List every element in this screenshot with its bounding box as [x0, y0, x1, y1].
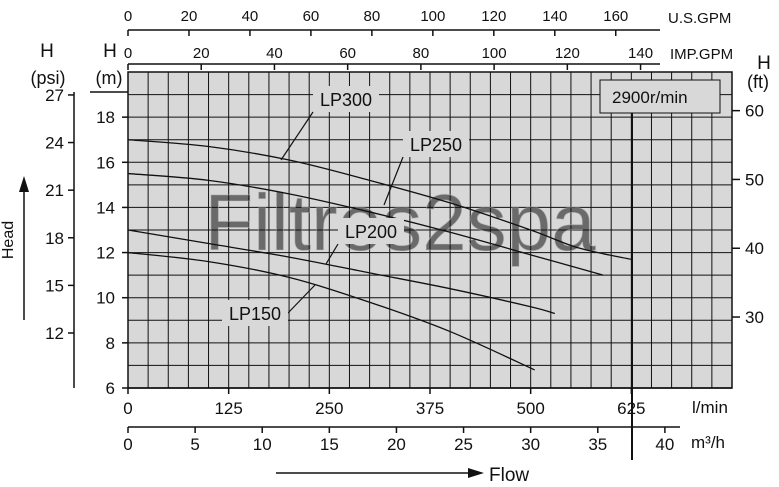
m3h-tick-label: 35 — [588, 435, 607, 454]
series-line-lp250 — [127, 172, 604, 276]
usgpm-tick-label: 120 — [481, 8, 506, 25]
psi-tick-label: 15 — [45, 276, 64, 295]
usgpm-tick-label: 140 — [542, 8, 567, 25]
labels: U.S.GPM IMP.GPM l/min m³/h H (m) H (psi)… — [0, 10, 771, 486]
series-leader-lp300 — [280, 111, 314, 161]
ft-tick-label: 50 — [745, 170, 764, 189]
usgpm-tick-label: 20 — [181, 8, 198, 25]
series-label-lp150: LP150 — [229, 304, 281, 324]
y-m-unit: (m) — [96, 68, 123, 88]
m3h-tick-label: 20 — [387, 435, 406, 454]
lmin-tick-label: 0 — [123, 399, 132, 418]
lmin-tick-label: 250 — [315, 399, 343, 418]
m3h-tick-label: 30 — [521, 435, 540, 454]
m-tick-label: 10 — [96, 289, 115, 308]
series-label-lp300: LP300 — [320, 90, 372, 110]
m3h-tick-label: 0 — [123, 435, 132, 454]
series-leader-lp150 — [287, 284, 316, 314]
psi-tick-label: 24 — [45, 134, 64, 153]
series-label-lp200: LP200 — [345, 222, 397, 242]
usgpm-tick-label: 40 — [242, 8, 259, 25]
usgpm-tick-label: 60 — [303, 8, 320, 25]
m-tick-label: 12 — [96, 244, 115, 263]
head-arrow-icon — [19, 176, 29, 192]
speed-label: 2900r/min — [612, 88, 688, 107]
flow-arrow-icon — [468, 468, 484, 478]
impgpm-tick-label: 100 — [482, 45, 507, 62]
ft-tick-label: 40 — [745, 239, 764, 258]
ft-tick-label: 60 — [745, 102, 764, 121]
series-line-lp150 — [127, 251, 535, 371]
usgpm-tick-label: 80 — [364, 8, 381, 25]
series-label-lp250: LP250 — [410, 135, 462, 155]
lmin-tick-label: 125 — [214, 399, 242, 418]
x-unit-m3h: m³/h — [691, 433, 725, 452]
m-tick-label: 14 — [96, 198, 115, 217]
m-tick-label: 16 — [96, 153, 115, 172]
y-axis-label-head: Head — [0, 221, 17, 259]
top-unit-impgpm: IMP.GPM — [670, 46, 733, 63]
x-axis-label-flow: Flow — [489, 465, 529, 486]
series-leader-lp200 — [325, 243, 339, 265]
m-tick-label: 6 — [106, 379, 115, 398]
m3h-tick-label: 25 — [454, 435, 473, 454]
direction-arrows — [19, 176, 484, 478]
y-psi-title: H — [40, 41, 54, 62]
y-m-title: H — [103, 41, 117, 62]
series-label-box-lp250 — [403, 131, 469, 157]
psi-tick-label: 18 — [45, 229, 64, 248]
m3h-tick-label: 40 — [655, 435, 674, 454]
speed-label-text: 2900r/min — [612, 88, 688, 107]
impgpm-tick-label: 40 — [266, 45, 283, 62]
usgpm-tick-label: 0 — [124, 8, 132, 25]
ft-tick-label: 30 — [745, 308, 764, 327]
lmin-tick-label: 500 — [516, 399, 544, 418]
m3h-tick-label: 15 — [320, 435, 339, 454]
y-ft-unit: (ft) — [747, 72, 769, 92]
impgpm-tick-label: 60 — [339, 45, 356, 62]
usgpm-tick-label: 100 — [420, 8, 445, 25]
series-label-box-lp150 — [222, 300, 288, 326]
curves: LP300 LP250 LP200 LP150 — [127, 86, 632, 371]
series-label-box-lp300 — [313, 86, 379, 112]
impgpm-tick-label: 0 — [124, 45, 132, 62]
usgpm-tick-label: 160 — [603, 8, 628, 25]
psi-tick-label: 12 — [45, 324, 64, 343]
impgpm-tick-label: 120 — [555, 45, 580, 62]
m-tick-label: 8 — [106, 334, 115, 353]
lmin-tick-label: 375 — [416, 399, 444, 418]
series-label-box-lp200 — [338, 218, 404, 244]
series-line-lp300 — [127, 139, 632, 260]
top-unit-usgpm: U.S.GPM — [668, 10, 731, 27]
m-tick-label: 18 — [96, 108, 115, 127]
impgpm-tick-label: 20 — [193, 45, 210, 62]
series-leader-lp250 — [383, 156, 404, 206]
y-psi-unit: (psi) — [31, 68, 66, 88]
impgpm-tick-label: 140 — [628, 45, 653, 62]
m3h-tick-label: 10 — [253, 435, 272, 454]
axes: 0125250375500625051015202530354002040608… — [45, 8, 764, 460]
psi-tick-label: 21 — [45, 181, 64, 200]
x-unit-lmin: l/min — [692, 398, 728, 417]
psi-tick-label: 27 — [45, 86, 64, 105]
impgpm-tick-label: 80 — [413, 45, 430, 62]
y-ft-title: H — [757, 53, 771, 74]
speed-label-box — [599, 79, 721, 114]
series-line-lp200 — [127, 229, 556, 315]
m3h-tick-label: 5 — [190, 435, 199, 454]
